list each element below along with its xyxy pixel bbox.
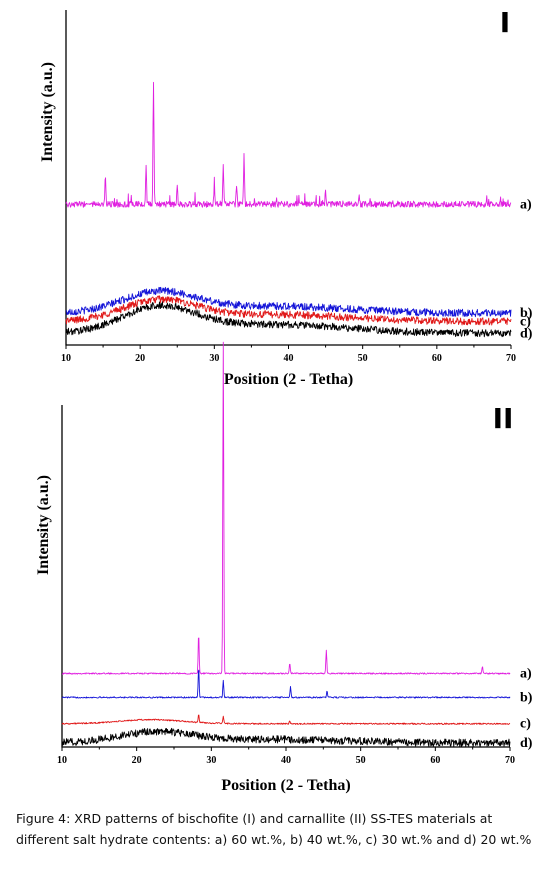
x-tick-label: 30 bbox=[206, 755, 216, 766]
y-axis-title: Intensity (a.u.) bbox=[35, 475, 52, 575]
panel-label: II bbox=[493, 402, 514, 435]
x-tick-label: 10 bbox=[61, 353, 71, 364]
series-line-d bbox=[65, 301, 512, 338]
chart-panel-I: 10 20 30 40 50 60 70 Position (2 - Tetha) Intens… bbox=[39, 6, 533, 388]
x-tick-label: 70 bbox=[505, 755, 515, 766]
series-line-a bbox=[61, 341, 511, 675]
x-tick-label: 40 bbox=[281, 755, 291, 766]
series-line-b bbox=[65, 286, 512, 318]
series-label-b: b) bbox=[520, 306, 533, 321]
panel-label: I bbox=[500, 6, 510, 39]
chart-panel-II: 10 20 30 40 50 60 70 Position (2 - Tetha) Intens… bbox=[35, 341, 533, 794]
series-line-d bbox=[61, 727, 511, 747]
x-tick-label: 50 bbox=[358, 353, 368, 364]
figure-caption: Figure 4: XRD patterns of bischofite (I)… bbox=[16, 811, 532, 847]
x-tick-label: 50 bbox=[356, 755, 366, 766]
x-tick-label: 60 bbox=[430, 755, 440, 766]
x-tick-label: 20 bbox=[135, 353, 145, 364]
series-label-c: c) bbox=[520, 717, 531, 732]
x-tick-label: 10 bbox=[57, 755, 67, 766]
series-label-d: d) bbox=[520, 736, 533, 751]
series-label-a: a) bbox=[520, 197, 532, 212]
x-axis-title: Position (2 - Tetha) bbox=[221, 777, 350, 794]
x-tick-label: 70 bbox=[506, 353, 516, 364]
series-line-a bbox=[65, 81, 512, 208]
x-tick-label: 40 bbox=[284, 353, 294, 364]
series-line-b bbox=[61, 669, 511, 699]
series-label-b: b) bbox=[520, 690, 533, 705]
axis-frame bbox=[61, 405, 510, 748]
series-line-c bbox=[65, 295, 512, 326]
series-line-c bbox=[61, 714, 511, 725]
series-label-a: a) bbox=[520, 666, 532, 681]
xrd-figure: 10 20 30 40 50 60 70 Position (2 - Tetha) Intens… bbox=[35, 6, 533, 794]
x-axis-title: Position (2 - Tetha) bbox=[224, 371, 353, 388]
x-tick-label: 20 bbox=[132, 755, 142, 766]
series-label-c: c) bbox=[520, 315, 531, 330]
x-tick-label: 30 bbox=[209, 353, 219, 364]
x-tick-label: 60 bbox=[432, 353, 442, 364]
series-label-d: d) bbox=[520, 326, 533, 341]
y-axis-title: Intensity (a.u.) bbox=[39, 62, 56, 162]
